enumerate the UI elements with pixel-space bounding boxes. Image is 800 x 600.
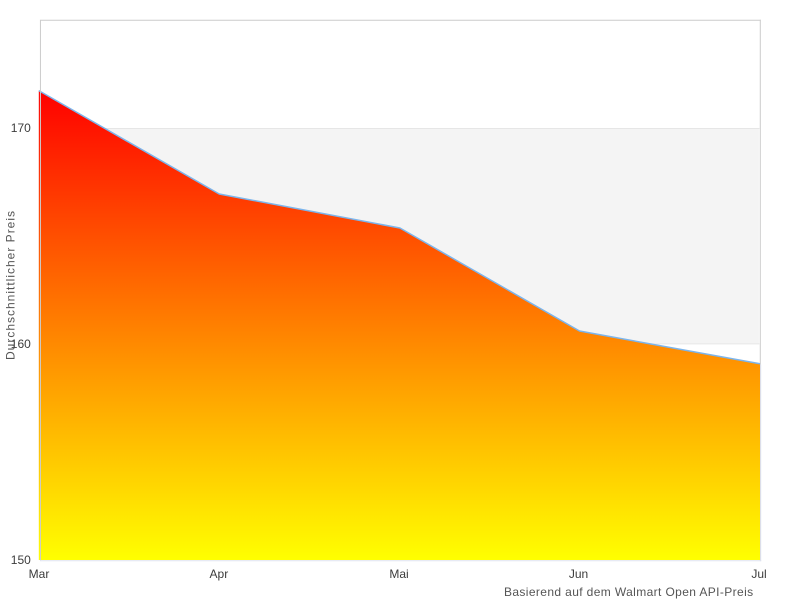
svg-text:150: 150 <box>11 553 31 567</box>
svg-text:170: 170 <box>11 121 31 135</box>
svg-text:Jul: Jul <box>751 567 766 581</box>
svg-text:Mar: Mar <box>29 567 50 581</box>
svg-text:Mai: Mai <box>389 567 408 581</box>
svg-text:Durchschnittlicher Preis: Durchschnittlicher Preis <box>4 210 18 360</box>
svg-text:Apr: Apr <box>210 567 229 581</box>
svg-text:160: 160 <box>11 337 31 351</box>
svg-text:Basierend auf dem Walmart Open: Basierend auf dem Walmart Open API-Preis <box>504 585 754 599</box>
svg-text:Jun: Jun <box>569 567 588 581</box>
